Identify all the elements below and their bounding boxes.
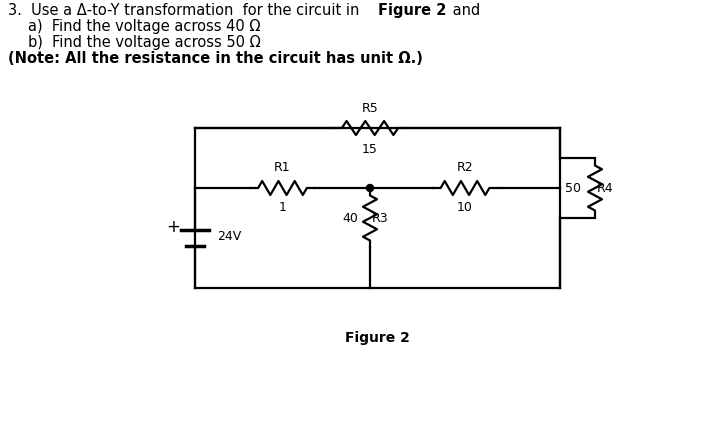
- Text: a)  Find the voltage across 40 Ω: a) Find the voltage across 40 Ω: [28, 19, 261, 34]
- Text: +: +: [166, 218, 180, 236]
- Text: 24V: 24V: [217, 230, 241, 243]
- Text: 10: 10: [457, 201, 473, 213]
- Text: R3: R3: [372, 212, 388, 225]
- Text: 40: 40: [342, 212, 358, 225]
- Text: 3.  Use a Δ-to-Y transformation  for the circuit in: 3. Use a Δ-to-Y transformation for the c…: [8, 3, 364, 18]
- Text: R5: R5: [361, 102, 378, 115]
- Text: 15: 15: [362, 143, 378, 155]
- Circle shape: [366, 185, 373, 192]
- Text: 1: 1: [278, 201, 286, 213]
- Text: 50: 50: [565, 182, 581, 195]
- Text: R2: R2: [457, 161, 473, 173]
- Text: b)  Find the voltage across 50 Ω: b) Find the voltage across 50 Ω: [28, 35, 261, 50]
- Text: R1: R1: [274, 161, 291, 173]
- Text: and: and: [448, 3, 481, 18]
- Text: Figure 2: Figure 2: [345, 330, 409, 344]
- Text: (Note: All the resistance in the circuit has unit Ω.): (Note: All the resistance in the circuit…: [8, 51, 423, 66]
- Text: R4: R4: [597, 182, 613, 195]
- Text: Figure 2: Figure 2: [378, 3, 446, 18]
